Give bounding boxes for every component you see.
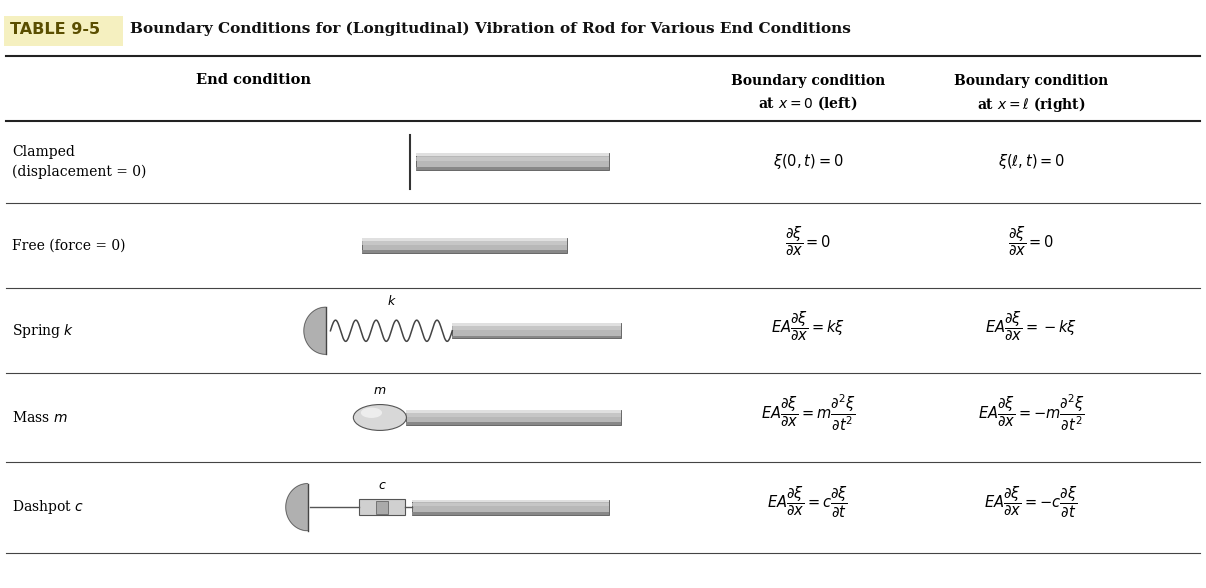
Bar — [452, 323, 621, 326]
Text: $\dfrac{\partial\xi}{\partial x} = 0$: $\dfrac{\partial\xi}{\partial x} = 0$ — [785, 224, 831, 258]
Text: $k$: $k$ — [386, 295, 397, 308]
Bar — [362, 250, 567, 253]
Text: $EA\dfrac{\partial\xi}{\partial x} = {-m}\dfrac{\partial^2\xi}{\partial t^2}$: $EA\dfrac{\partial\xi}{\partial x} = {-m… — [978, 392, 1084, 433]
Circle shape — [353, 405, 406, 430]
Bar — [416, 153, 609, 156]
Bar — [359, 499, 405, 515]
Bar — [406, 422, 621, 425]
Text: Clamped
(displacement = 0): Clamped (displacement = 0) — [12, 145, 146, 179]
Text: Boundary Conditions for (Longitudinal) Vibration of Rod for Various End Conditio: Boundary Conditions for (Longitudinal) V… — [130, 22, 851, 36]
Text: End condition: End condition — [195, 74, 311, 88]
Text: Mass $m$: Mass $m$ — [12, 410, 68, 425]
Text: $m$: $m$ — [373, 385, 387, 397]
FancyBboxPatch shape — [4, 16, 123, 46]
Text: TABLE 9-5: TABLE 9-5 — [10, 22, 100, 37]
Text: $EA\dfrac{\partial\xi}{\partial x} = c\dfrac{\partial\xi}{\partial t}$: $EA\dfrac{\partial\xi}{\partial x} = c\d… — [767, 485, 849, 520]
Bar — [412, 500, 609, 502]
Bar — [406, 410, 621, 413]
Bar — [362, 238, 567, 240]
Text: $c$: $c$ — [377, 479, 387, 492]
Text: $EA\dfrac{\partial\xi}{\partial x} = {-c}\dfrac{\partial\xi}{\partial t}$: $EA\dfrac{\partial\xi}{\partial x} = {-c… — [984, 485, 1078, 520]
Bar — [406, 410, 621, 425]
Bar — [416, 153, 609, 170]
Bar — [376, 501, 388, 514]
Text: Boundary condition
at $x = \ell$ (right): Boundary condition at $x = \ell$ (right) — [954, 74, 1108, 113]
Bar — [406, 413, 621, 417]
Text: Spring $k$: Spring $k$ — [12, 322, 75, 340]
Text: $\xi(\ell,t) = 0$: $\xi(\ell,t) = 0$ — [997, 152, 1065, 171]
Bar — [452, 326, 621, 330]
Bar — [412, 499, 609, 515]
Bar — [412, 512, 609, 515]
Text: $EA\dfrac{\partial\xi}{\partial x} = k\xi$: $EA\dfrac{\partial\xi}{\partial x} = k\x… — [771, 309, 845, 343]
Text: Free (force = 0): Free (force = 0) — [12, 239, 125, 252]
Bar — [416, 167, 609, 170]
Circle shape — [361, 407, 382, 418]
Text: $EA\dfrac{\partial\xi}{\partial x} = -k\xi$: $EA\dfrac{\partial\xi}{\partial x} = -k\… — [985, 309, 1077, 343]
Bar — [452, 336, 621, 339]
Text: Dashpot $c$: Dashpot $c$ — [12, 498, 84, 516]
Text: Boundary condition
at $x = 0$ (left): Boundary condition at $x = 0$ (left) — [731, 74, 885, 112]
Text: $\xi(0,t) = 0$: $\xi(0,t) = 0$ — [773, 152, 843, 171]
Bar — [452, 323, 621, 339]
Bar — [362, 241, 567, 245]
Text: $EA\dfrac{\partial\xi}{\partial x} = m\dfrac{\partial^2\xi}{\partial t^2}$: $EA\dfrac{\partial\xi}{\partial x} = m\d… — [761, 392, 855, 433]
Polygon shape — [286, 483, 308, 530]
Bar — [412, 503, 609, 506]
Text: $\dfrac{\partial\xi}{\partial x} = 0$: $\dfrac{\partial\xi}{\partial x} = 0$ — [1008, 224, 1054, 258]
Bar — [362, 238, 567, 253]
Bar — [416, 157, 609, 161]
Polygon shape — [304, 308, 326, 354]
